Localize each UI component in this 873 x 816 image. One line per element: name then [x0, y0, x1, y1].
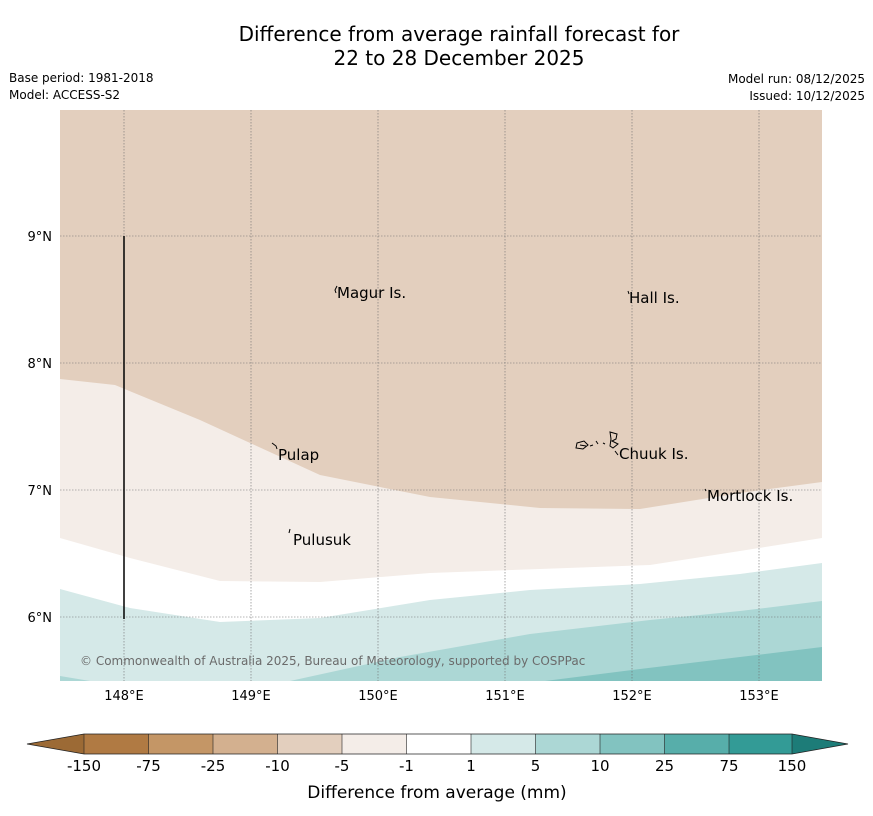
model-text: Model: ACCESS-S2 [9, 88, 121, 102]
lat-label: 9°N [28, 230, 53, 245]
label-mortlock: Mortlock Is. [707, 487, 793, 505]
label-pulusuk: Pulusuk [293, 531, 351, 549]
label-pulap: Pulap [278, 446, 319, 464]
copyright-text: © Commonwealth of Australia 2025, Bureau… [80, 654, 585, 668]
graticule [60, 110, 822, 681]
colorbar-tick-label: -150 [67, 757, 101, 775]
colorbar-segment [406, 734, 471, 754]
map-title: Difference from average rainfall forecas… [0, 22, 873, 70]
lat-label: 7°N [28, 484, 53, 499]
colorbar-tick-label: 75 [719, 757, 738, 775]
colorbar-arrow-low [27, 734, 84, 754]
colorbar-ticks: -150 -75 -25 -10 -5 -1 1 5 10 25 75 150 [67, 757, 806, 775]
base-period-text: Base period: 1981-2018 [9, 71, 154, 85]
band-p10-p25 [545, 647, 822, 681]
colorbar-segment [213, 734, 278, 754]
colorbar-segment [729, 734, 792, 754]
lat-label: 8°N [28, 357, 53, 372]
colorbar-tick-label: 1 [466, 757, 476, 775]
colorbar-segment [600, 734, 665, 754]
lon-label: 152°E [612, 689, 652, 704]
meta-left: Base period: 1981-2018 Model: ACCESS-S2 [9, 70, 154, 104]
band-p5-p10 [290, 601, 822, 681]
colorbar-title: Difference from average (mm) [307, 783, 566, 803]
lon-label: 150°E [358, 689, 398, 704]
meta-right: Model run: 08/12/2025 Issued: 10/12/2025 [728, 71, 865, 105]
label-hall: Hall Is. [629, 289, 680, 307]
lon-label: 148°E [104, 689, 144, 704]
colorbar-tick-label: 25 [655, 757, 674, 775]
colorbar-tick-label: 10 [590, 757, 609, 775]
pulusuk-island-shape [288, 528, 291, 534]
colorbar-segment [535, 734, 600, 754]
colorbar-segment [471, 734, 536, 754]
latitude-labels: 9°N 8°N 7°N 6°N [28, 230, 53, 626]
colorbar-segment [84, 734, 149, 754]
islands [271, 285, 707, 534]
band-p5-p10-corner [60, 676, 90, 681]
colorbar-tick-label: -75 [136, 757, 161, 775]
mortlock-island-shape [704, 488, 707, 492]
label-magur: Magur Is. [337, 284, 406, 302]
colorbar-tick-label: 150 [778, 757, 807, 775]
chuuk-island-shape [575, 431, 619, 456]
colorbar-tick-label: -25 [201, 757, 226, 775]
title-line-1: Difference from average rainfall forecas… [238, 22, 680, 46]
hall-island-shape [627, 290, 630, 295]
colorbar-segment [342, 734, 407, 754]
colorbar-tick-label: -1 [399, 757, 414, 775]
issued-text: Issued: 10/12/2025 [749, 89, 865, 103]
colorbar-segment [277, 734, 342, 754]
lon-label: 153°E [739, 689, 779, 704]
colorbar-arrow-high [792, 734, 848, 754]
magur-island-shape [334, 285, 338, 294]
lon-label: 151°E [485, 689, 525, 704]
colorbar-segment [148, 734, 213, 754]
lon-label: 149°E [231, 689, 271, 704]
title-line-2: 22 to 28 December 2025 [333, 46, 585, 70]
label-chuuk: Chuuk Is. [619, 445, 688, 463]
model-run-text: Model run: 08/12/2025 [727, 72, 865, 86]
rainfall-map [60, 110, 822, 681]
place-labels: Magur Is. Hall Is. Pulap Chuuk Is. Mortl… [278, 284, 793, 549]
colorbar-tick-label: 5 [531, 757, 541, 775]
colorbar-tick-label: -5 [335, 757, 350, 775]
colorbar-segment [664, 734, 729, 754]
pulap-island-shape [271, 442, 278, 450]
lat-label: 6°N [28, 611, 53, 626]
colorbar: -150 -75 -25 -10 -5 -1 1 5 10 25 75 150 … [26, 733, 849, 803]
longitude-labels: 148°E 149°E 150°E 151°E 152°E 153°E [104, 689, 779, 704]
colorbar-dividers [83, 734, 793, 754]
colorbar-tick-label: -10 [265, 757, 290, 775]
